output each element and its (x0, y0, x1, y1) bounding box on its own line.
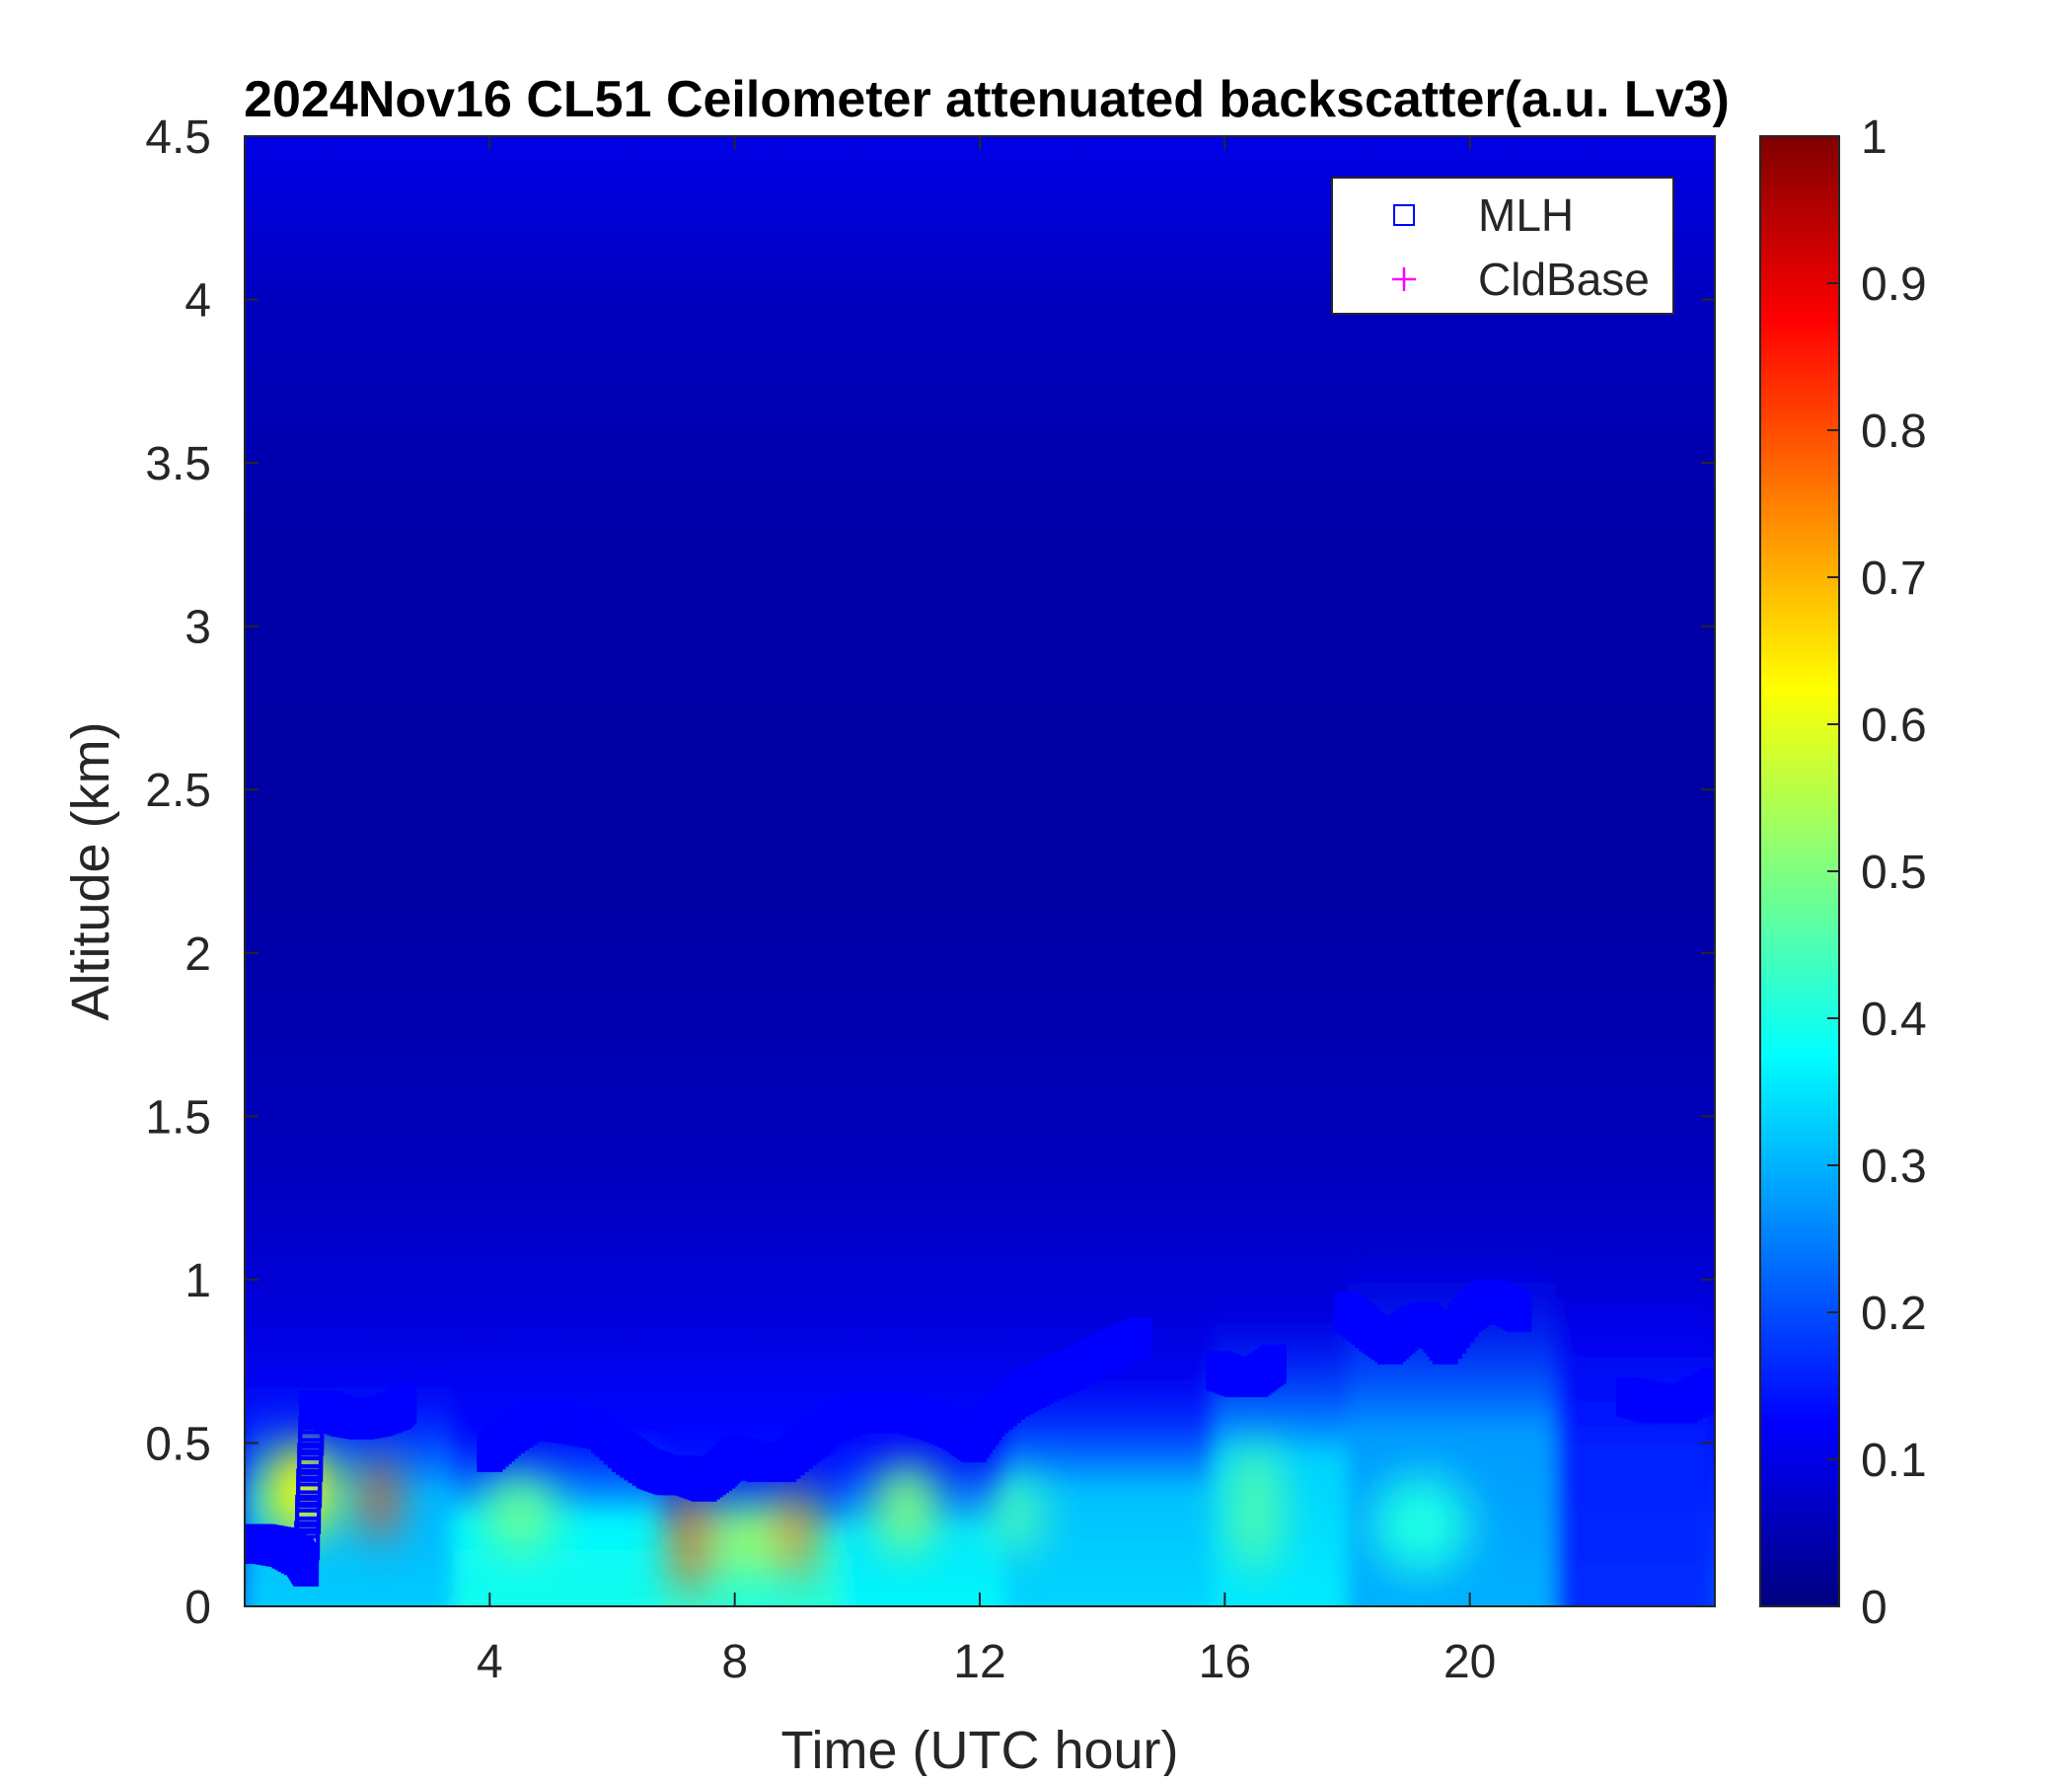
colorbar-ticks: 0 0.1 0.2 0.3 0.4 0.5 0.6 0.7 0.8 0.9 1 (1827, 111, 1927, 1634)
colorbar-tick-label: 0.1 (1861, 1435, 1927, 1487)
mlh-marker (1702, 1367, 1715, 1393)
heatmap-hotspot (673, 1488, 710, 1594)
colorbar-tick-label: 0.8 (1861, 406, 1927, 458)
heatmap-hotspot (992, 1475, 1042, 1555)
y-tick-label: 2.5 (145, 765, 211, 817)
colorbar-tick-label: 1 (1861, 111, 1887, 164)
heatmap-hotspot (1230, 1443, 1281, 1574)
y-tick-label: 1 (185, 1255, 211, 1307)
colorbar-tick-label: 0.9 (1861, 259, 1927, 311)
x-tick-label: 20 (1443, 1636, 1496, 1688)
y-tick-label: 1.5 (145, 1091, 211, 1144)
mlh-marker (1696, 1370, 1715, 1396)
x-axis: 4 8 12 16 20 (477, 136, 1496, 1688)
x-tick-label: 16 (1199, 1636, 1251, 1688)
heatmap-hotspot (483, 1475, 557, 1555)
y-tick-label: 0 (185, 1582, 211, 1634)
colorbar: 0 0.1 0.2 0.3 0.4 0.5 0.6 0.7 0.8 0.9 1 (1759, 111, 1927, 1634)
colorbar-gradient (1760, 136, 1839, 1606)
legend-cldbase-marker (1392, 267, 1416, 291)
heatmap-hotspot (875, 1462, 937, 1555)
heatmap-hotspot (1371, 1475, 1470, 1574)
y-tick-label: 3.5 (145, 438, 211, 490)
heatmap-hotspot (725, 1502, 769, 1581)
mlh-marker (1261, 1344, 1287, 1371)
colorbar-tick-label: 0.2 (1861, 1288, 1927, 1340)
y-tick-label: 3 (185, 602, 211, 654)
y-tick-label: 0.5 (145, 1418, 211, 1470)
colorbar-tick-label: 0 (1861, 1582, 1887, 1634)
mlh-marker (391, 1383, 417, 1410)
colorbar-tick-label: 0.7 (1861, 553, 1927, 605)
heatmap-band (1555, 1296, 1715, 1606)
y-tick-label: 4.5 (145, 111, 211, 164)
legend-mlh-marker (1393, 204, 1415, 226)
heatmap-hotspots (265, 1443, 1470, 1594)
x-tick-label: 12 (953, 1636, 1005, 1688)
x-tick-label: 8 (721, 1636, 748, 1688)
legend-box (1331, 177, 1674, 315)
legend: MLH CldBase (1331, 177, 1674, 315)
legend-mlh-label: MLH (1478, 189, 1574, 241)
colorbar-tick-label: 0.5 (1861, 847, 1927, 899)
heatmap-hotspot (364, 1455, 396, 1541)
y-axis-label: Altitude (km) (61, 721, 120, 1020)
y-tick-label: 2 (185, 928, 211, 981)
mlh-marker (1506, 1292, 1532, 1318)
mlh-markers (245, 1279, 1715, 1587)
colorbar-tick-label: 0.4 (1861, 994, 1927, 1046)
colorbar-tick-label: 0.3 (1861, 1141, 1927, 1193)
legend-cldbase-label: CldBase (1478, 254, 1650, 305)
chart-title: 2024Nov16 CL51 Ceilometer attenuated bac… (244, 71, 1730, 128)
y-axis: 0 0.5 1 1.5 2 2.5 3 3.5 4 4.5 (145, 111, 1715, 1634)
mlh-marker (1126, 1318, 1152, 1345)
x-axis-label: Time (UTC hour) (780, 1721, 1178, 1776)
x-tick-label: 4 (477, 1636, 503, 1688)
plot-area (245, 136, 1715, 1606)
colorbar-tick-label: 0.6 (1861, 700, 1927, 752)
heatmap-hotspot (777, 1488, 815, 1581)
heatmap-band (1003, 1371, 1213, 1606)
y-tick-label: 4 (185, 275, 211, 328)
